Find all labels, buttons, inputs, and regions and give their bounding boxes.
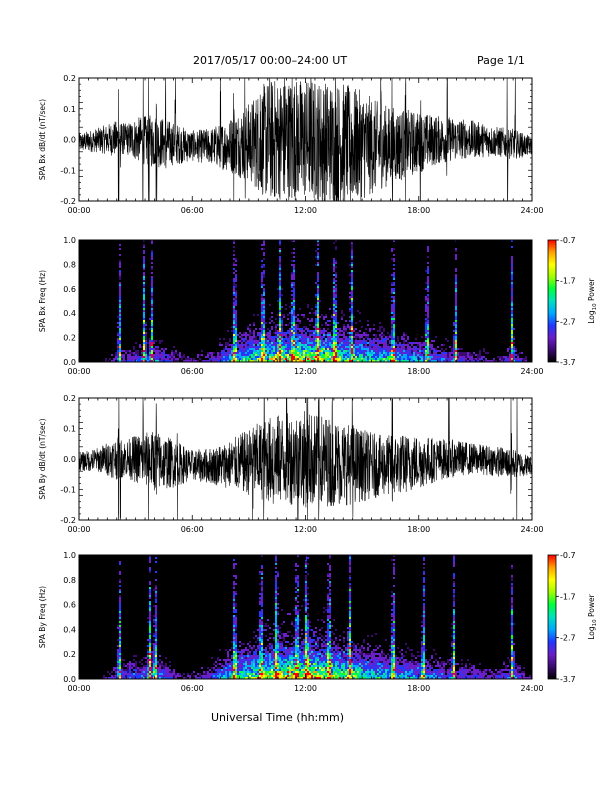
y-axis-label: SPA By dB/dt (nT/sec) <box>38 418 47 499</box>
y-tick-label: -0.2 <box>60 197 76 206</box>
colorbar-tick-label: -1.7 <box>560 592 576 601</box>
by-spectrogram-colorbar <box>547 554 557 680</box>
x-tick-label: 00:00 <box>67 367 90 376</box>
bx-spectrogram-panel: Log10 Power <box>78 239 598 363</box>
x-tick-label: 12:00 <box>294 367 317 376</box>
y-axis-label: SPA By Freq (Hz) <box>38 586 47 648</box>
y-axis-label: SPA Bx dB/dt (nT/sec) <box>38 99 47 180</box>
y-tick-label: 1.0 <box>63 551 76 560</box>
y-tick-label: 0.0 <box>63 455 76 464</box>
y-tick-label: 0.1 <box>63 425 76 434</box>
colorbar-tick-label: -3.7 <box>560 358 576 367</box>
x-tick-label: 00:00 <box>67 206 90 215</box>
x-tick-label: 18:00 <box>407 367 430 376</box>
colorbar-label: Log10 Power <box>587 593 598 639</box>
colorbar-tick-label: -2.7 <box>560 317 576 326</box>
colorbar-tick-label: -3.7 <box>560 675 576 684</box>
by-spectrogram-cells <box>103 555 531 679</box>
colorbar-label: Log10 Power <box>587 277 598 323</box>
x-tick-label: 24:00 <box>520 367 543 376</box>
x-tick-label: 06:00 <box>181 206 204 215</box>
x-tick-label: 12:00 <box>294 525 317 534</box>
bx-spectrogram-colorbar <box>547 239 557 363</box>
x-tick-label: 18:00 <box>407 206 430 215</box>
y-tick-label: -0.1 <box>60 166 76 175</box>
page-indicator: Page 1/1 <box>477 54 525 67</box>
bx-spectrogram-cells <box>105 240 527 362</box>
y-tick-label: 0.2 <box>63 394 76 403</box>
y-axis-label: SPA Bx Freq (Hz) <box>38 270 47 332</box>
x-tick-label: 24:00 <box>520 206 543 215</box>
x-tick-label: 06:00 <box>181 525 204 534</box>
y-tick-label: -0.2 <box>60 516 76 525</box>
by-trace-series-line <box>79 398 532 520</box>
x-tick-label: 06:00 <box>181 684 204 693</box>
by-spectrogram-panel: Log10 Power <box>78 554 598 680</box>
y-tick-label: 0.2 <box>63 334 76 343</box>
x-tick-label: 00:00 <box>67 525 90 534</box>
colorbar-tick-label: -1.7 <box>560 277 576 286</box>
x-axis-title: Universal Time (hh:mm) <box>211 711 344 724</box>
bx-trace-panel <box>78 77 533 202</box>
colorbar-tick-label: -0.7 <box>560 236 576 245</box>
y-tick-label: -0.1 <box>60 486 76 495</box>
x-tick-label: 12:00 <box>294 206 317 215</box>
x-tick-label: 00:00 <box>67 684 90 693</box>
bx-trace-series-line <box>79 78 532 201</box>
colorbar-tick-label: -2.7 <box>560 634 576 643</box>
y-tick-label: 0.2 <box>63 74 76 83</box>
by-trace-panel <box>78 397 533 521</box>
x-tick-label: 18:00 <box>407 684 430 693</box>
colorbar-tick-label: -0.7 <box>560 551 576 560</box>
x-tick-label: 24:00 <box>520 525 543 534</box>
y-tick-label: 0.8 <box>63 576 76 585</box>
y-tick-label: 0.6 <box>63 285 76 294</box>
y-tick-label: 0.0 <box>63 358 76 367</box>
y-tick-label: 0.2 <box>63 650 76 659</box>
plot-title: 2017/05/17 00:00–24:00 UT <box>193 54 348 67</box>
y-tick-label: 1.0 <box>63 236 76 245</box>
y-tick-label: 0.8 <box>63 260 76 269</box>
y-tick-label: 0.1 <box>63 105 76 114</box>
x-tick-label: 12:00 <box>294 684 317 693</box>
x-tick-label: 06:00 <box>181 367 204 376</box>
y-tick-label: 0.0 <box>63 675 76 684</box>
y-tick-label: 0.0 <box>63 136 76 145</box>
y-tick-label: 0.4 <box>63 309 76 318</box>
y-tick-label: 0.4 <box>63 625 76 634</box>
x-tick-label: 24:00 <box>520 684 543 693</box>
y-tick-label: 0.6 <box>63 601 76 610</box>
x-tick-label: 18:00 <box>407 525 430 534</box>
